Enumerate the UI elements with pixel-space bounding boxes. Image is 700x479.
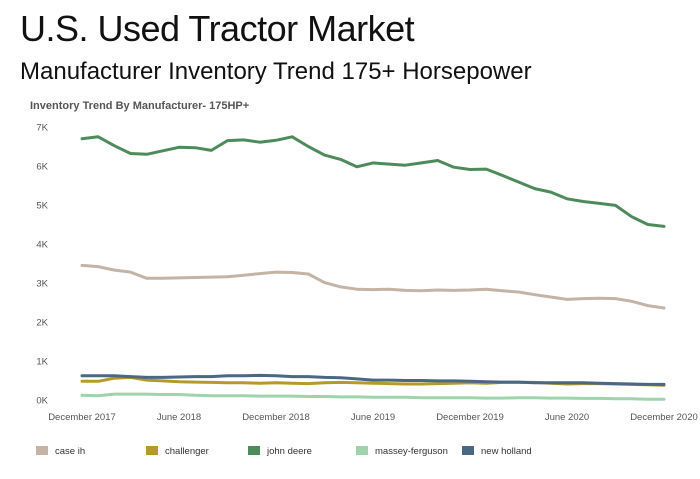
y-tick-label: 1K [36,357,48,368]
legend-swatch [146,446,158,455]
series-line-case-ih [80,263,666,310]
legend-label: massey-ferguson [375,446,448,457]
series-line-new-holland [80,373,666,386]
chart-title: Inventory Trend By Manufacturer- 175HP+ [30,100,250,112]
legend-swatch [248,446,260,455]
page-title: U.S. Used Tractor Market [20,8,415,49]
y-tick-label: 5K [36,201,48,212]
x-tick-label: June 2018 [157,412,201,423]
legend-label: john deere [266,446,312,457]
y-tick-label: 2K [36,318,48,329]
y-tick-label: 6K [36,162,48,173]
legend-swatch [356,446,368,455]
x-tick-label: December 2017 [48,412,116,423]
legend-label: challenger [165,446,209,457]
legend-swatch [462,446,474,455]
y-tick-label: 3K [36,279,48,290]
series-line-john-deere [80,135,666,228]
x-tick-label: June 2019 [351,412,395,423]
legend-swatch [36,446,48,455]
x-tick-label: December 2019 [436,412,504,423]
y-tick-label: 4K [36,240,48,251]
x-tick-label: December 2020 [630,412,698,423]
x-tick-label: June 2020 [545,412,589,423]
y-tick-label: 0K [36,396,48,407]
legend-label: new holland [481,446,532,457]
page-subtitle: Manufacturer Inventory Trend 175+ Horsep… [20,58,532,85]
series-line-massey-ferguson [80,392,666,401]
x-tick-label: December 2018 [242,412,310,423]
y-tick-label: 7K [36,123,48,134]
legend-label: case ih [55,446,85,457]
